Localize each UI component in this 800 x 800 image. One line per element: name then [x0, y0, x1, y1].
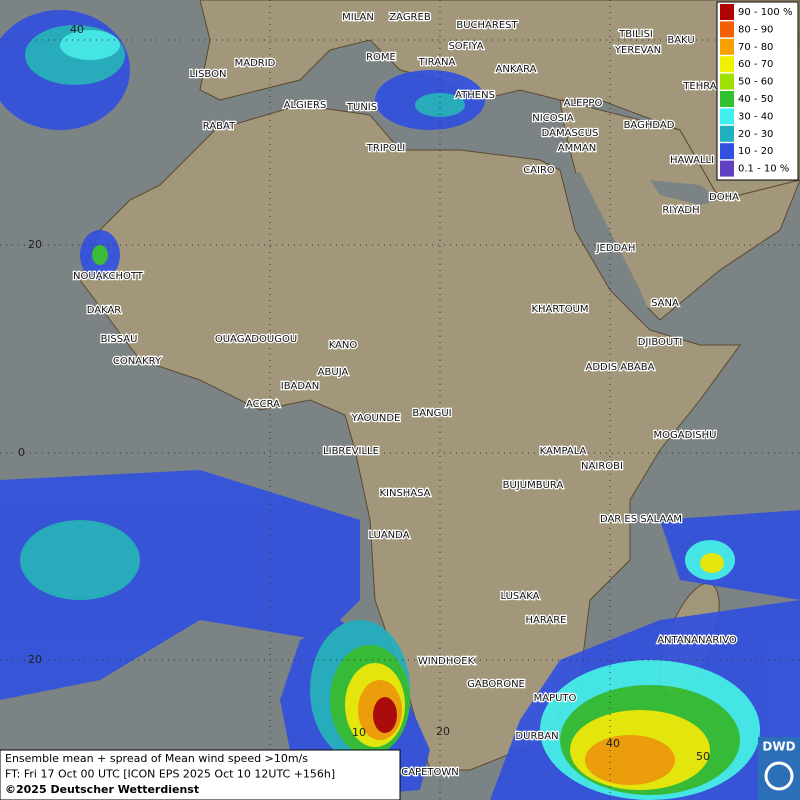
graticule-label: 20 [28, 653, 42, 666]
graticule-label: 0 [18, 446, 25, 459]
graticule-label: 40 [606, 737, 620, 750]
city-label: MADRID [235, 58, 276, 69]
city-label: TUNIS [346, 102, 377, 113]
city-label: NOUAKCHOTT [73, 271, 144, 282]
city-label: ALEPPO [564, 98, 603, 109]
logo-swirl [764, 761, 794, 791]
labels: MILAN ZAGREB BUCHAREST TBILISI SOFIYA YEREVAN… [18, 11, 740, 780]
city-label: ZAGREB [389, 12, 431, 23]
city-label: YAOUNDE [351, 413, 401, 424]
city-label: ABUJA [318, 367, 349, 378]
legend-label: 20 - 30 [738, 129, 773, 140]
legend-label: 10 - 20 [738, 146, 773, 157]
graticule-label: 40 [70, 23, 84, 36]
city-label: BANGUI [412, 408, 451, 419]
city-label: DAR ES SALAAM [600, 514, 682, 525]
city-label: RABAT [203, 121, 236, 132]
city-label: WINDHOEK [418, 656, 475, 667]
city-label: RIYADH [662, 205, 699, 216]
city-label: HAWALLI [670, 155, 714, 166]
city-label: ATHENS [455, 90, 495, 101]
city-label: BISSAU [101, 334, 138, 345]
city-label: YEREVAN [614, 45, 661, 56]
graticule-label: 20 [436, 725, 450, 738]
city-label: CONAKRY [113, 356, 162, 367]
logo: DWD [762, 740, 795, 754]
legend-swatch [720, 73, 734, 90]
city-label: ALGIERS [284, 100, 327, 111]
city-label: JEDDAH [596, 243, 636, 254]
city-label: ADDIS ABABA [586, 362, 655, 373]
city-label: ANKARA [496, 64, 537, 75]
legend-label: 60 - 70 [738, 59, 773, 70]
legend-swatch [720, 143, 734, 160]
city-label: KHARTOUM [531, 304, 588, 315]
city-label: DAMASCUS [542, 128, 599, 139]
city-label: AMMAN [558, 143, 596, 154]
city-label: ROME [366, 52, 396, 63]
legend-label: 40 - 50 [738, 94, 773, 105]
city-label: SANA [651, 298, 679, 309]
footer-text: FT: Fri 17 Oct 00 UTC [ICON EPS 2025 Oct… [5, 768, 335, 781]
city-label: LIBREVILLE [323, 446, 379, 457]
city-label: TIRANA [418, 57, 456, 68]
city-label: LUSAKA [501, 591, 540, 602]
legend-swatch [720, 160, 734, 177]
legend-label: 0.1 - 10 % [738, 164, 789, 175]
legend-label: 50 - 60 [738, 77, 773, 88]
city-label: BAKU [667, 35, 694, 46]
city-label: SOFIYA [448, 41, 483, 52]
city-label: ANTANANARIVO [657, 635, 737, 646]
legend: 90 - 100 % 80 - 90 70 - 80 60 - 70 50 - 60 40… [716, 1, 799, 181]
city-label: CAIRO [523, 165, 555, 176]
city-label: TBILISI [618, 29, 653, 40]
legend-label: 80 - 90 [738, 24, 773, 35]
city-label: MILAN [342, 12, 374, 23]
city-label: KINSHASA [379, 488, 430, 499]
legend-swatch [720, 91, 734, 107]
city-label: TRIPOLI [366, 143, 405, 154]
city-label: OUAGADOUGOU [215, 334, 297, 345]
city-label: IBADAN [281, 381, 320, 392]
city-label: DJIBOUTI [638, 337, 683, 348]
footer-box [0, 749, 401, 800]
city-label: CAPETOWN [401, 767, 459, 778]
city-label: BUCHAREST [456, 20, 518, 31]
legend-swatch [720, 4, 734, 20]
city-label: NAIROBI [581, 461, 623, 472]
city-label: BAGHDAD [624, 120, 675, 131]
graticule-label: 50 [696, 750, 710, 763]
city-label: DURBAN [515, 731, 558, 742]
city-label: BUJUMBURA [503, 480, 564, 491]
legend-label: 30 - 40 [738, 111, 773, 122]
legend-swatch [720, 38, 734, 55]
legend-swatch [720, 56, 734, 73]
city-label: GABORONE [467, 679, 525, 690]
legend-swatch [720, 125, 734, 142]
city-label: NICOSIA [532, 113, 574, 124]
legend-label: 70 - 80 [738, 42, 773, 53]
city-label: MAPUTO [534, 693, 577, 704]
graticule-label: 20 [28, 238, 42, 251]
footer-text: ©2025 Deutscher Wetterdienst [5, 783, 199, 796]
city-label: LISBON [190, 69, 227, 80]
city-label: DOHA [709, 192, 739, 203]
city-label: KAMPALA [540, 446, 587, 457]
legend-swatch [720, 21, 734, 38]
city-label: KANO [329, 340, 358, 351]
legend-label: 90 - 100 % [738, 7, 792, 18]
city-label: LUANDA [368, 530, 409, 541]
city-label: TEHRA [682, 81, 716, 92]
legend-swatch [720, 108, 734, 125]
footer-text: Ensemble mean + spread of Mean wind spee… [5, 752, 308, 765]
graticule-label: 10 [352, 726, 366, 739]
city-label: DAKAR [87, 305, 122, 316]
city-label: ACCRA [246, 399, 280, 410]
city-label: HARARE [525, 615, 566, 626]
wind-probability [0, 10, 800, 800]
city-label: MOGADISHU [654, 430, 717, 441]
